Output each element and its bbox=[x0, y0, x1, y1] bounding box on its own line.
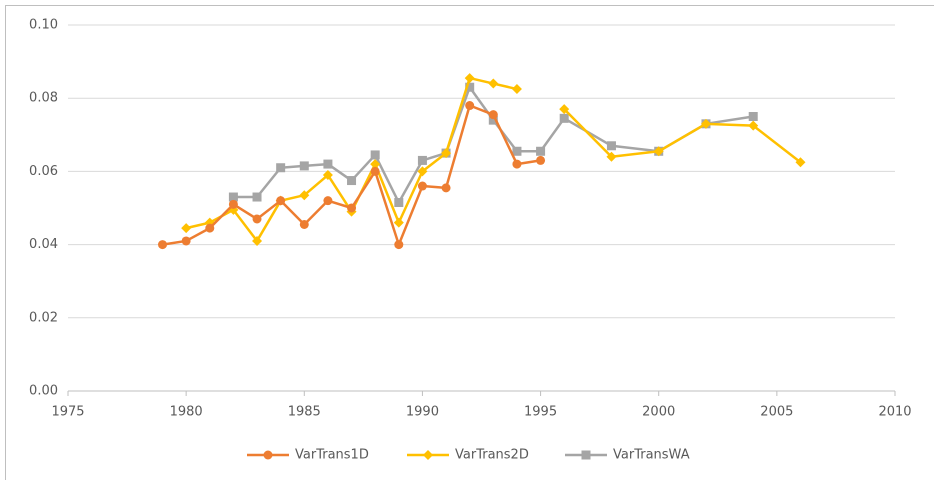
data-point bbox=[512, 146, 522, 156]
data-point bbox=[465, 82, 475, 92]
y-tick-label: 0.04 bbox=[29, 237, 58, 252]
legend-label: VarTrans1D bbox=[295, 448, 369, 463]
data-point bbox=[276, 196, 286, 206]
data-point bbox=[795, 157, 806, 168]
y-tick-label: 0.00 bbox=[29, 384, 58, 399]
data-point bbox=[299, 219, 309, 229]
data-point bbox=[559, 104, 570, 115]
data-point bbox=[323, 159, 333, 169]
data-point bbox=[322, 170, 333, 181]
data-point bbox=[158, 240, 168, 250]
data-point bbox=[394, 240, 404, 250]
x-tick-label: 2010 bbox=[878, 405, 911, 420]
data-point bbox=[394, 198, 404, 208]
data-point bbox=[181, 223, 192, 234]
data-point bbox=[228, 199, 238, 209]
data-point bbox=[347, 203, 357, 213]
data-point bbox=[252, 214, 262, 224]
data-point bbox=[488, 110, 498, 120]
x-tick-label: 2000 bbox=[642, 405, 675, 420]
legend-swatch-marker bbox=[423, 450, 433, 460]
y-tick-label: 0.08 bbox=[29, 91, 58, 106]
data-point bbox=[536, 155, 546, 165]
data-point bbox=[606, 141, 616, 151]
data-point bbox=[700, 118, 711, 129]
data-point bbox=[559, 113, 569, 123]
data-point bbox=[465, 101, 475, 111]
x-tick-label: 1995 bbox=[524, 405, 557, 420]
data-point bbox=[748, 120, 759, 131]
y-tick-label: 0.06 bbox=[29, 164, 58, 179]
data-point bbox=[488, 78, 499, 89]
data-point bbox=[252, 192, 262, 202]
x-tick-label: 1985 bbox=[288, 405, 321, 420]
data-point bbox=[323, 196, 333, 206]
data-point bbox=[417, 155, 427, 165]
data-point bbox=[393, 217, 404, 228]
legend-label: VarTransWA bbox=[613, 448, 690, 463]
data-point bbox=[512, 159, 522, 169]
legend-label: VarTrans2D bbox=[455, 448, 529, 463]
data-point bbox=[748, 112, 758, 121]
data-point bbox=[441, 183, 451, 193]
data-point bbox=[370, 150, 380, 160]
x-tick-label: 1975 bbox=[51, 405, 84, 420]
data-point bbox=[511, 84, 522, 95]
data-point bbox=[252, 235, 263, 246]
data-point bbox=[606, 151, 617, 162]
data-point bbox=[464, 73, 475, 84]
data-point bbox=[181, 236, 191, 246]
data-point bbox=[441, 148, 452, 159]
y-tick-label: 0.02 bbox=[29, 310, 58, 325]
data-point bbox=[417, 181, 427, 191]
data-point bbox=[536, 146, 546, 156]
data-point bbox=[417, 166, 428, 177]
data-point bbox=[299, 161, 309, 171]
x-tick-label: 2005 bbox=[760, 405, 793, 420]
data-point bbox=[299, 190, 310, 201]
data-point bbox=[370, 159, 381, 170]
y-tick-label: 0.10 bbox=[29, 18, 58, 33]
legend-swatch-marker bbox=[263, 450, 273, 460]
data-point bbox=[205, 223, 215, 233]
x-tick-label: 1990 bbox=[406, 405, 439, 420]
legend-swatch-marker bbox=[581, 450, 591, 460]
data-point bbox=[276, 163, 286, 173]
x-tick-label: 1980 bbox=[170, 405, 203, 420]
data-point bbox=[347, 176, 357, 186]
data-point bbox=[488, 115, 498, 125]
data-point bbox=[228, 192, 238, 202]
data-point bbox=[653, 146, 664, 157]
data-point bbox=[370, 166, 380, 176]
